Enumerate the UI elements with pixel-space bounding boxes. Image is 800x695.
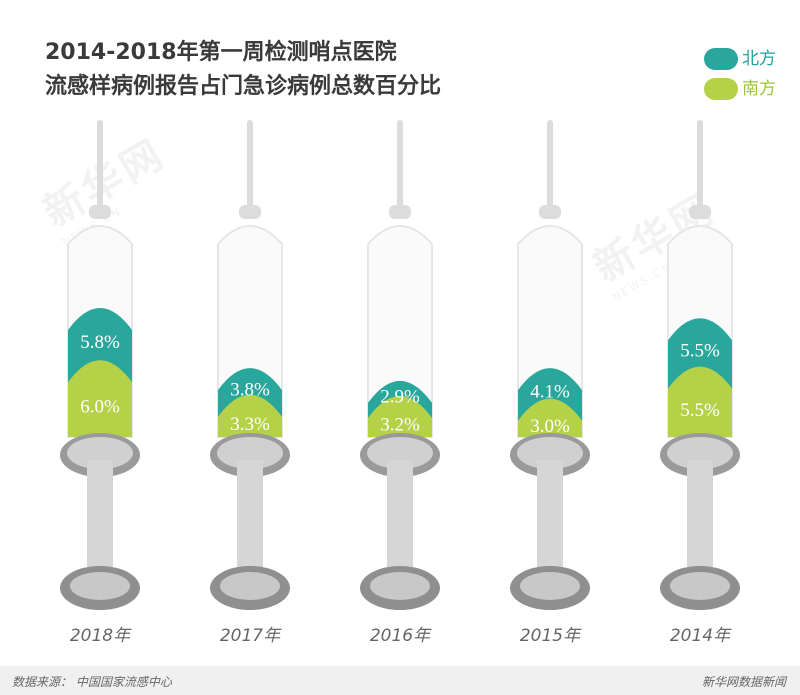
category-label: 2016年 — [370, 626, 432, 646]
syringe-needle — [397, 120, 403, 212]
syringe-hub — [89, 205, 111, 219]
bar-south — [518, 398, 582, 437]
syringe-needle — [547, 120, 553, 212]
syringe-hub — [539, 205, 561, 219]
data-label-north: 4.1% — [530, 381, 570, 402]
syringe-plunger-rod — [237, 460, 263, 575]
bar-south — [668, 366, 732, 437]
category-label: 2014年 — [670, 626, 732, 646]
data-label-north: 5.5% — [680, 340, 720, 361]
syringe-flange-inner — [367, 437, 433, 469]
syringe-barrel — [367, 225, 433, 438]
category-label: 2015年 — [520, 626, 582, 646]
bar-south — [368, 396, 432, 437]
category-label: 2018年 — [70, 626, 132, 646]
legend-item-north: 北方 — [704, 44, 776, 74]
footer: 数据来源： 中国国家流感中心 新华网数据新闻 — [0, 666, 800, 695]
data-label-south: 3.0% — [530, 416, 570, 437]
syringe-flange-inner — [667, 437, 733, 469]
data-label-south: 6.0% — [80, 397, 120, 418]
syringe-needle — [697, 120, 703, 212]
chart-title-line1: 2014-2018年第一周检测哨点医院 — [45, 40, 397, 65]
data-label-north: 3.8% — [230, 379, 270, 400]
chart-title-line2: 流感样病例报告占门急诊病例总数百分比 — [45, 74, 442, 99]
chart-title: 2014-2018年第一周检测哨点医院 流感样病例报告占门急诊病例总数百分比 — [45, 36, 441, 104]
data-label-north: 5.8% — [80, 332, 120, 353]
syringe-thumb-inner — [70, 572, 130, 600]
syringe-thumb-inner — [520, 572, 580, 600]
legend-item-south: 南方 — [704, 74, 776, 104]
data-label-north: 2.9% — [380, 386, 420, 407]
syringe-flange-inner — [517, 437, 583, 469]
legend-label-south: 南方 — [742, 79, 776, 99]
syringe-hub — [689, 205, 711, 219]
legend-swatch-north — [704, 48, 738, 70]
syringe-plunger-rod — [537, 460, 563, 575]
data-label-south: 3.3% — [230, 414, 270, 435]
legend-label-north: 北方 — [742, 49, 776, 69]
legend-swatch-south — [704, 78, 738, 100]
syringe-plunger-rod — [387, 460, 413, 575]
syringe-needle — [247, 120, 253, 212]
data-label-south: 5.5% — [680, 400, 720, 421]
data-source: 数据来源： 中国国家流感中心 — [12, 675, 172, 689]
category-label: 2017年 — [220, 626, 282, 646]
syringe-thumb-inner — [370, 572, 430, 600]
bar-south — [218, 394, 282, 437]
bar-south — [68, 360, 132, 437]
syringe-chart: 5.8% 6.0% 2018年 3.8% 3.3% 2017年 2.9% 3.2% 2016年 4… — [60, 120, 740, 646]
syringe-flange-inner — [67, 437, 133, 469]
chart-legend: 北方 南方 — [704, 44, 776, 104]
syringe-plunger-rod — [87, 460, 113, 575]
syringe-hub — [239, 205, 261, 219]
data-label-south: 3.2% — [380, 415, 420, 436]
syringe-plunger-rod — [687, 460, 713, 575]
syringe-thumb-inner — [220, 572, 280, 600]
syringe-thumb-inner — [670, 572, 730, 600]
publisher-brand: 新华网数据新闻 — [701, 675, 786, 689]
syringe-needle — [97, 120, 103, 212]
syringe-flange-inner — [217, 437, 283, 469]
syringe-hub — [389, 205, 411, 219]
